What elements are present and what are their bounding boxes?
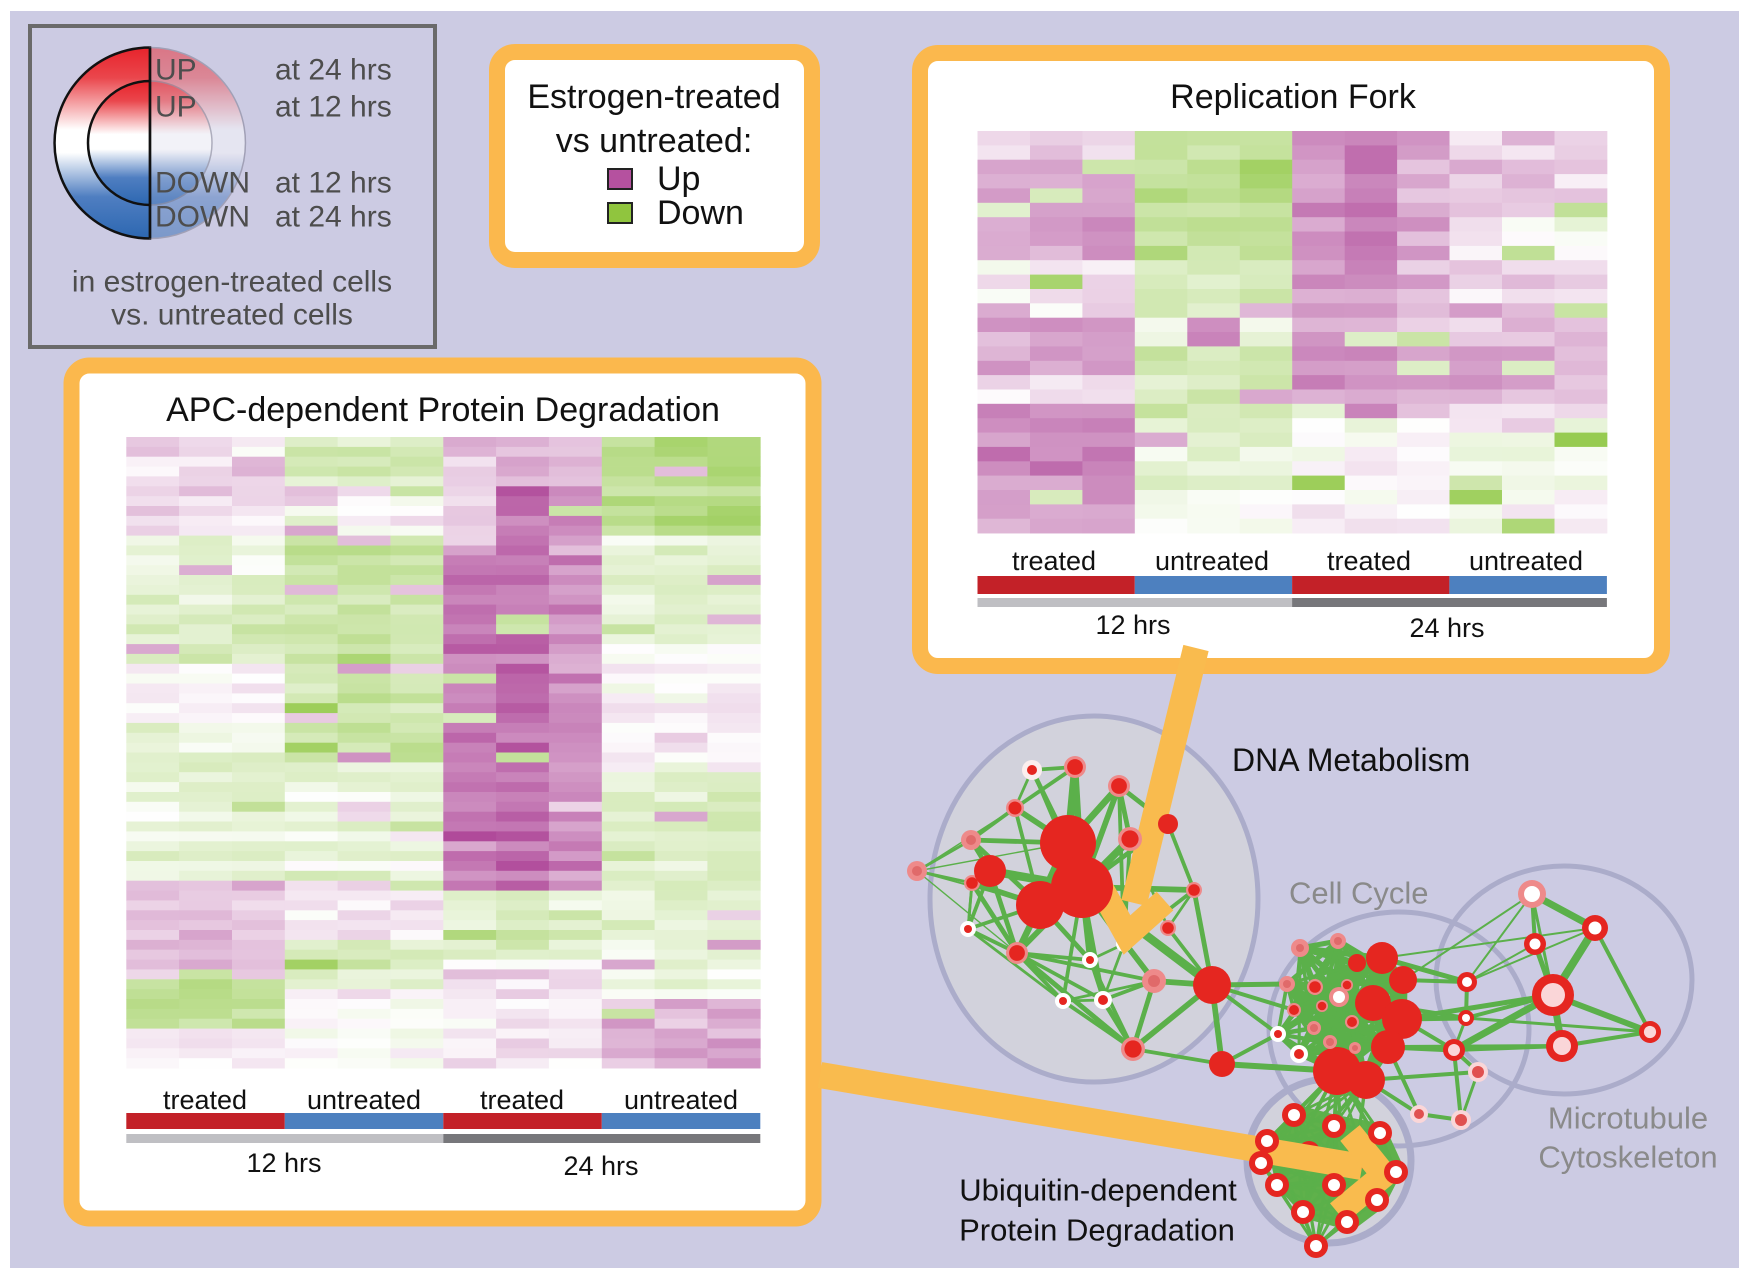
- svg-text:at 24 hrs: at 24 hrs: [275, 54, 392, 87]
- svg-text:untreated: untreated: [1469, 546, 1583, 576]
- svg-text:12 hrs: 12 hrs: [246, 1148, 321, 1178]
- svg-text:Estrogen-treated: Estrogen-treated: [527, 78, 780, 116]
- svg-text:untreated: untreated: [624, 1085, 738, 1115]
- svg-text:treated: treated: [480, 1085, 564, 1115]
- svg-text:Cell Cycle: Cell Cycle: [1289, 876, 1429, 911]
- svg-text:UP: UP: [155, 91, 197, 124]
- svg-text:in estrogen-treated cells: in estrogen-treated cells: [72, 266, 392, 299]
- svg-text:12 hrs: 12 hrs: [1095, 610, 1170, 640]
- svg-text:Down: Down: [657, 194, 744, 232]
- svg-text:DOWN: DOWN: [155, 167, 250, 200]
- svg-text:DOWN: DOWN: [155, 201, 250, 234]
- svg-text:APC-dependent Protein Degradat: APC-dependent Protein Degradation: [166, 391, 720, 429]
- svg-text:UP: UP: [155, 54, 197, 87]
- svg-text:at 12 hrs: at 12 hrs: [275, 167, 392, 200]
- svg-text:24 hrs: 24 hrs: [563, 1151, 638, 1181]
- svg-text:Cytoskeleton: Cytoskeleton: [1538, 1140, 1717, 1175]
- svg-text:Ubiquitin-dependent: Ubiquitin-dependent: [959, 1173, 1237, 1208]
- svg-text:Protein Degradation: Protein Degradation: [959, 1213, 1235, 1248]
- svg-text:at 24 hrs: at 24 hrs: [275, 201, 392, 234]
- svg-text:treated: treated: [1327, 546, 1411, 576]
- svg-text:untreated: untreated: [307, 1085, 421, 1115]
- svg-text:DNA Metabolism: DNA Metabolism: [1232, 742, 1470, 778]
- svg-text:at 12 hrs: at 12 hrs: [275, 91, 392, 124]
- svg-text:treated: treated: [1012, 546, 1096, 576]
- svg-text:24 hrs: 24 hrs: [1409, 613, 1484, 643]
- svg-text:vs untreated:: vs untreated:: [556, 122, 753, 160]
- svg-text:Up: Up: [657, 160, 700, 198]
- svg-text:Microtubule: Microtubule: [1548, 1101, 1708, 1136]
- svg-text:treated: treated: [163, 1085, 247, 1115]
- svg-text:untreated: untreated: [1155, 546, 1269, 576]
- svg-text:vs. untreated cells: vs. untreated cells: [111, 299, 353, 332]
- svg-text:Replication Fork: Replication Fork: [1170, 78, 1417, 116]
